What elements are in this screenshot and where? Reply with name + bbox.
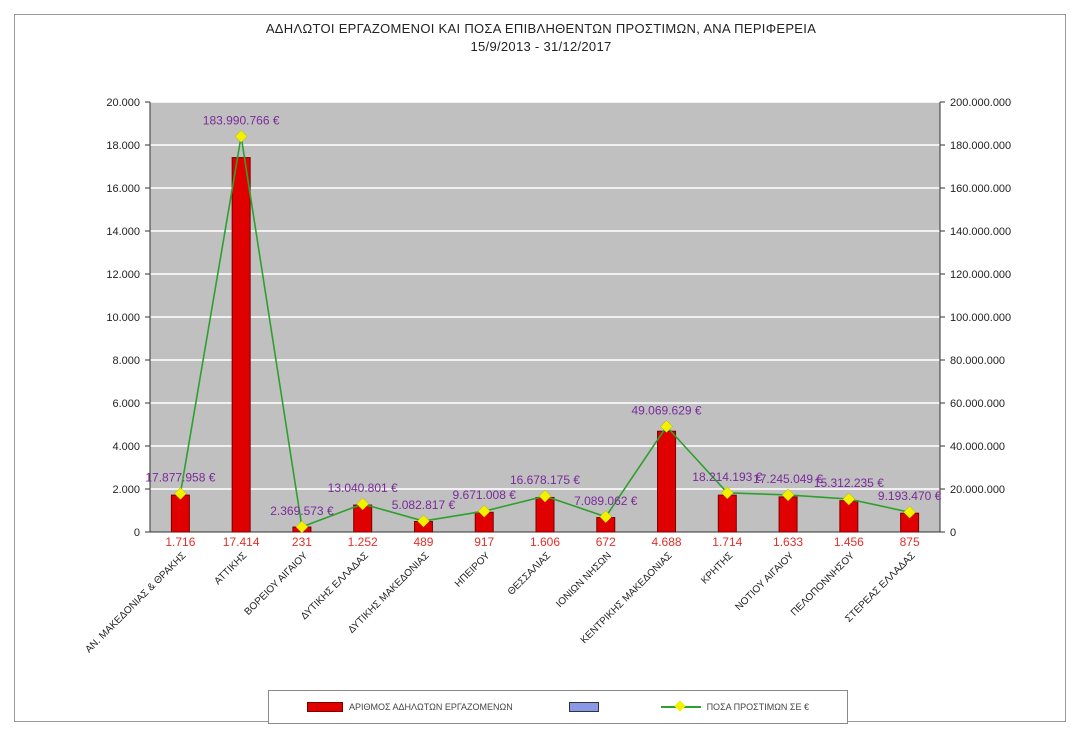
bar-value-label: 1.606 (530, 535, 560, 549)
line-point (417, 514, 430, 528)
left-tick-label: 12.000 (106, 269, 140, 281)
line-point (660, 420, 673, 433)
bar-value-label: 1.714 (712, 535, 742, 549)
line-value-label: 5.082.817 € (392, 498, 456, 512)
line-point (599, 510, 613, 524)
bar (535, 496, 555, 533)
line-series (174, 130, 916, 534)
category-label: ΘΕΣΣΑΛΙΑΣ (506, 550, 553, 597)
line-point (720, 486, 734, 500)
bar (231, 157, 251, 533)
legend-swatch-line (660, 702, 701, 712)
right-tick-label: 40.000.000 (950, 441, 1005, 453)
bar-series (170, 157, 920, 533)
left-tick-label: 18.000 (106, 140, 140, 152)
line-point (174, 487, 187, 500)
bar-value-label: 489 (413, 535, 433, 549)
right-tick-label: 80.000.000 (950, 355, 1005, 367)
category-label: ΠΕΛΟΠΟΝΝΗΣΟΥ (789, 550, 857, 618)
line-value-label: 17.245.049 € (753, 472, 823, 486)
bar-value-label: 17.414 (223, 535, 260, 549)
category-label: ΙΟΝΙΩΝ ΝΗΣΩΝ (554, 550, 614, 610)
left-tick-label: 14.000 (106, 226, 140, 238)
line-point (781, 488, 795, 502)
bar-value-label: 231 (292, 535, 312, 549)
line-value-label: 49.069.629 € (631, 404, 701, 418)
bar-value-label: 4.688 (652, 535, 682, 549)
line-point (903, 505, 916, 519)
line-value-label: 9.193.470 € (878, 489, 942, 503)
line-point (356, 497, 370, 511)
chart-title-block: ΑΔΗΛΩΤΟΙ ΕΡΓΑΖΟΜΕΝΟΙ ΚΑΙ ΠΟΣΑ ΕΠΙΒΛΗΘΕΝΤ… (0, 20, 1082, 56)
bar (717, 494, 737, 533)
bar (657, 430, 677, 533)
category-label: ΝΟΤΙΟΥ ΑΙΓΑΙΟΥ (733, 550, 796, 613)
line-value-label: 2.369.573 € (270, 504, 334, 518)
right-tick-label: 60.000.000 (950, 398, 1005, 410)
left-tick-label: 6.000 (112, 398, 140, 410)
bar-value-label: 875 (900, 535, 920, 549)
legend-label-fines: ΠΟΣΑ ΠΡΟΣΤΙΜΩΝ ΣΕ € (706, 702, 809, 712)
line-value-label: 16.678.175 € (510, 473, 580, 487)
line-value-label: 183.990.766 € (203, 113, 280, 127)
right-tick-label: 160.000.000 (950, 183, 1011, 195)
category-label: ΑΝ. ΜΑΚΕΔΟΝΙΑΣ & ΘΡΑΚΗΣ (83, 550, 188, 655)
right-tick-label: 200.000.000 (950, 97, 1011, 109)
line-data-labels: 17.877.958 € 183.990.766 € 2.369.573 € 13.0… (145, 113, 941, 517)
category-label: ΔΥΤΙΚΗΣ ΕΛΛΑΔΑΣ (299, 550, 371, 622)
right-y-axis-ticks: 0 20.000.000 40.000.000 60.000.000 80.000.00… (940, 97, 1011, 539)
category-label: ΑΤΤΙΚΗΣ (213, 550, 250, 587)
right-tick-label: 20.000.000 (950, 484, 1005, 496)
line-value-label: 9.671.008 € (453, 488, 517, 502)
legend: ΑΡΙΘΜΟΣ ΑΔΗΛΩΤΩΝ ΕΡΓΑΖΟΜΕΝΩΝ ΠΟΣΑ ΠΡΟΣΤΙ… (268, 690, 848, 724)
left-tick-label: 16.000 (106, 183, 140, 195)
left-tick-label: 10.000 (106, 312, 140, 324)
legend-item-workers: ΑΡΙΘΜΟΣ ΑΔΗΛΩΤΩΝ ΕΡΓΑΖΟΜΕΝΩΝ (306, 702, 513, 712)
left-y-axis-ticks: 0 2.000 4.000 6.000 8.000 10.000 12.000 14.000 1… (106, 97, 150, 539)
line-value-label: 13.040.801 € (328, 481, 398, 495)
line-value-label: 17.877.958 € (145, 471, 215, 485)
bar-value-label: 672 (596, 535, 616, 549)
legend-item-fines: ΠΟΣΑ ΠΡΟΣΤΙΜΩΝ ΣΕ € (660, 702, 809, 712)
legend-item-empty (568, 702, 605, 712)
left-tick-label: 2.000 (112, 484, 140, 496)
right-tick-label: 180.000.000 (950, 140, 1011, 152)
bar-value-label: 1.716 (165, 535, 195, 549)
category-label: ΣΤΕΡΕΑΣ ΕΛΛΑΔΑΣ (843, 550, 917, 624)
left-tick-label: 4.000 (112, 441, 140, 453)
bar-value-label: 917 (474, 535, 494, 549)
legend-swatch-blue (568, 702, 599, 712)
bar-value-label: 1.633 (773, 535, 803, 549)
right-tick-label: 140.000.000 (950, 226, 1011, 238)
bar (170, 494, 190, 533)
line-value-label: 7.089.062 € (574, 494, 638, 508)
gridlines (150, 101, 940, 490)
legend-label-workers: ΑΡΙΘΜΟΣ ΑΔΗΛΩΤΩΝ ΕΡΓΑΖΟΜΕΝΩΝ (348, 702, 513, 712)
left-tick-label: 20.000 (106, 97, 140, 109)
bar-value-label: 1.252 (348, 535, 378, 549)
chart-title: ΑΔΗΛΩΤΟΙ ΕΡΓΑΖΟΜΕΝΟΙ ΚΑΙ ΠΟΣΑ ΕΠΙΒΛΗΘΕΝΤ… (265, 21, 817, 36)
category-label: ΚΡΗΤΗΣ (699, 550, 735, 586)
right-tick-label: 120.000.000 (950, 269, 1011, 281)
right-tick-label: 100.000.000 (950, 312, 1011, 324)
right-tick-label: 0 (950, 527, 956, 539)
line-point (538, 489, 552, 503)
left-tick-label: 8.000 (112, 355, 140, 367)
category-label: ΗΠΕΙΡΟΥ (453, 550, 493, 590)
left-tick-label: 0 (134, 527, 140, 539)
legend-swatch-bar (306, 702, 343, 712)
chart-subtitle: 15/9/2013 - 31/12/2017 (470, 39, 612, 54)
line-point (234, 130, 248, 143)
bar-data-labels: 1.716 17.414 231 1.252 489 917 1.606 672 4.688 1.… (165, 535, 920, 549)
line-point (295, 520, 309, 534)
bar-value-label: 1.456 (834, 535, 864, 549)
line-point (842, 492, 856, 506)
line-point (477, 504, 491, 518)
category-label: ΒΟΡΕΙΟΥ ΑΙΓΑΙΟΥ (243, 550, 311, 618)
bar (778, 496, 798, 533)
line-value-label: 15.312.235 € (814, 476, 884, 490)
line-value-label: 18.214.193 € (692, 470, 762, 484)
